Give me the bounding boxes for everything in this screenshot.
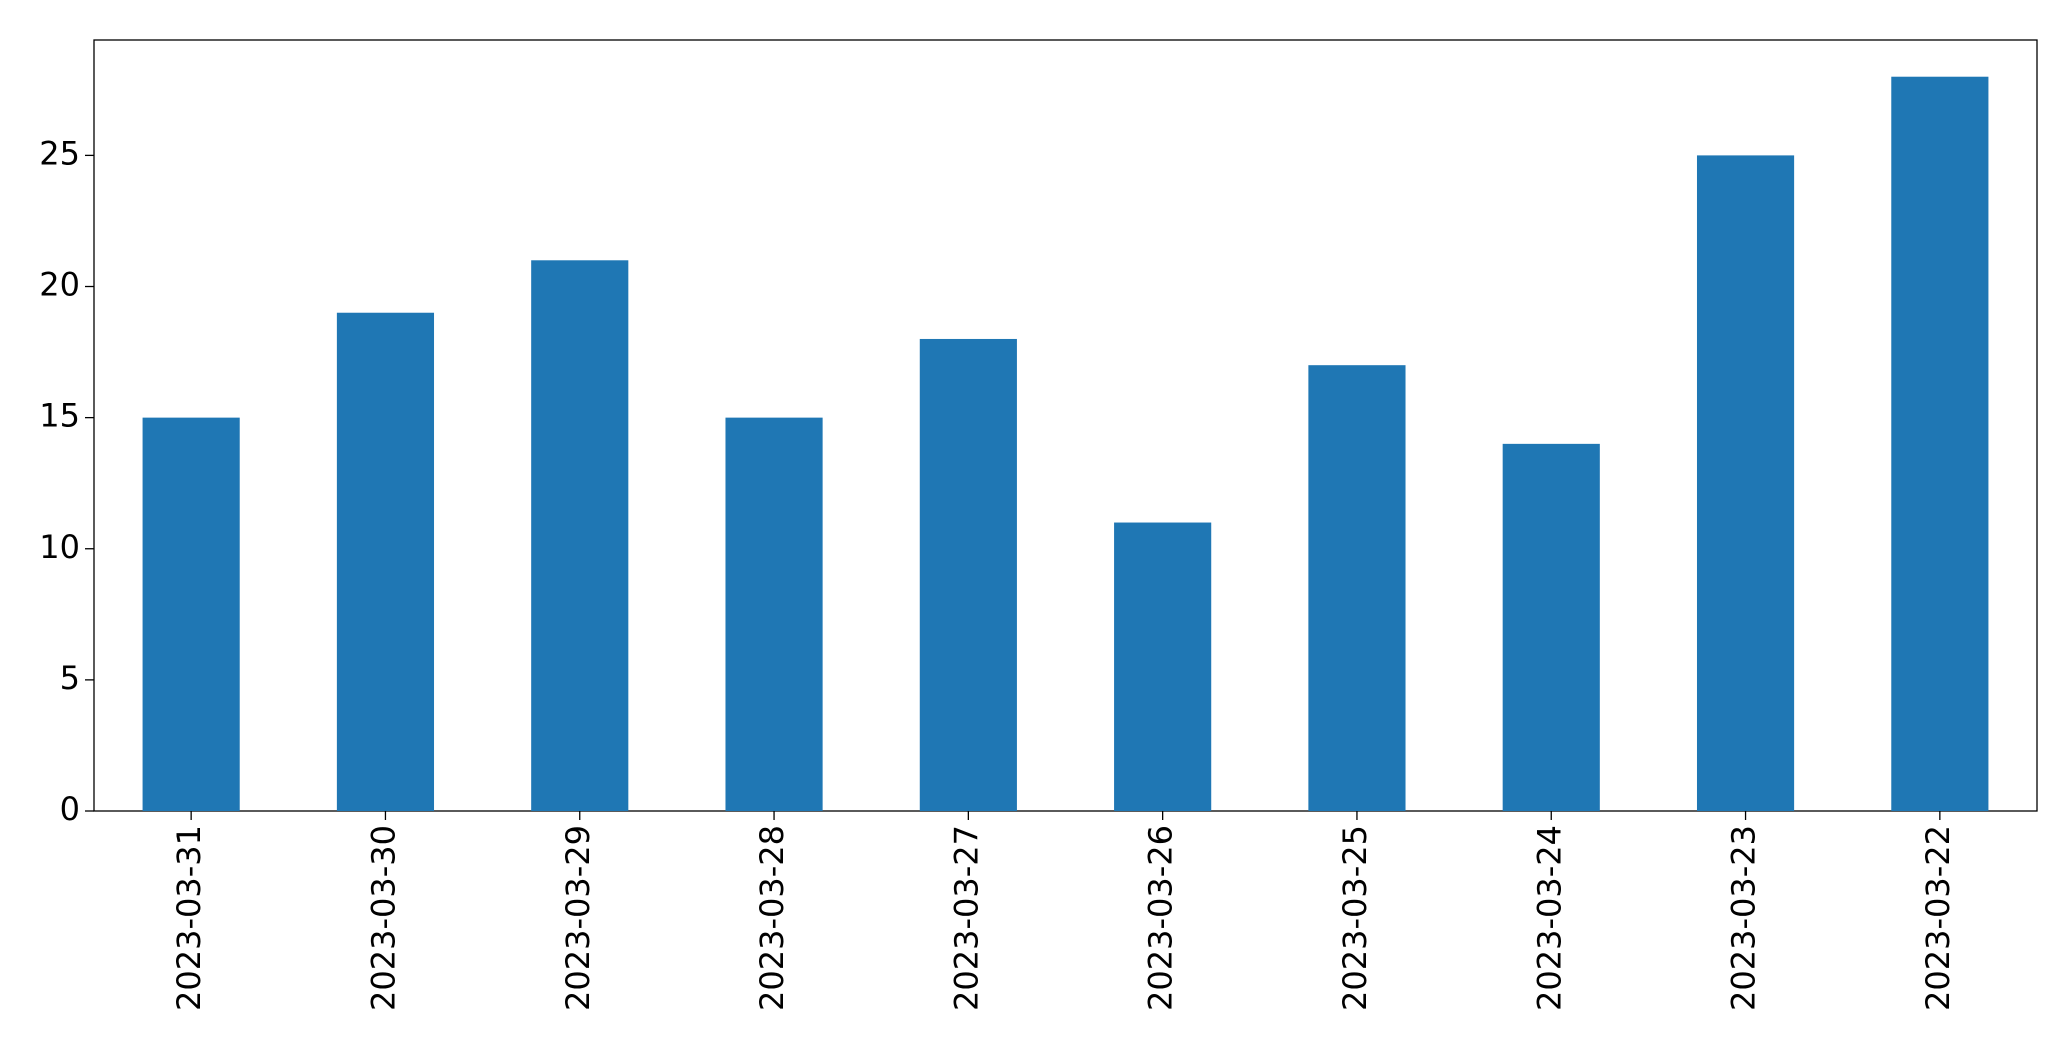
bar xyxy=(919,338,1017,811)
x-tick-label: 2023-03-30 xyxy=(364,825,402,1011)
bar xyxy=(1891,76,1989,811)
bar xyxy=(531,260,629,811)
bar xyxy=(142,417,240,811)
x-tick-label: 2023-03-29 xyxy=(559,825,597,1011)
x-tick-label: 2023-03-28 xyxy=(753,825,791,1011)
bar xyxy=(1114,522,1212,811)
y-tick-label: 15 xyxy=(39,397,80,435)
y-tick-label: 5 xyxy=(60,659,80,697)
y-tick-label: 10 xyxy=(39,528,80,566)
x-tick-label: 2023-03-24 xyxy=(1530,825,1568,1011)
bar xyxy=(336,312,435,811)
y-tick-label: 0 xyxy=(60,790,80,828)
x-tick-label: 2023-03-25 xyxy=(1336,825,1374,1011)
bar xyxy=(1502,443,1600,811)
x-tick-label: 2023-03-26 xyxy=(1142,825,1180,1011)
bar xyxy=(725,417,823,811)
bar xyxy=(1696,155,1795,811)
x-tick-label: 2023-03-22 xyxy=(1919,825,1957,1011)
y-tick-label: 25 xyxy=(39,134,80,172)
y-tick-label: 20 xyxy=(39,266,80,304)
x-tick-label: 2023-03-23 xyxy=(1725,825,1763,1011)
plot-frame xyxy=(93,39,2038,812)
bar xyxy=(1308,365,1406,811)
x-tick-label: 2023-03-31 xyxy=(170,825,208,1011)
x-tick-label: 2023-03-27 xyxy=(947,825,985,1011)
